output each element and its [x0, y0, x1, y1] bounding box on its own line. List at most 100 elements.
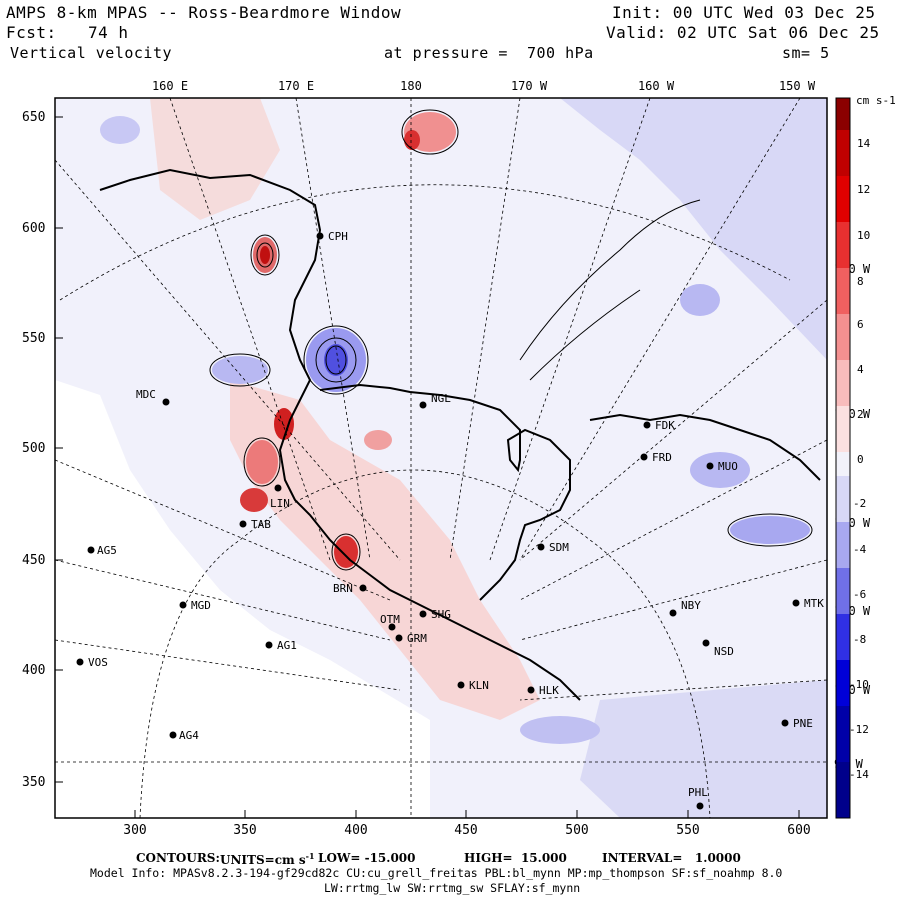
svg-text:SDM: SDM — [549, 541, 569, 554]
contour-lines — [209, 109, 813, 571]
station-tab: TAB — [239, 518, 271, 531]
x-tick-label: 500 — [565, 823, 588, 838]
svg-text:OTM: OTM — [380, 613, 400, 626]
svg-text:MUO: MUO — [718, 460, 738, 473]
svg-text:-14: -14 — [849, 768, 869, 781]
svg-text:-8: -8 — [853, 633, 866, 646]
station-ag5: AG5 — [87, 544, 117, 557]
svg-text:6: 6 — [857, 318, 864, 331]
station-sdm: SDM — [537, 541, 569, 554]
map-title: AMPS 8-km MPAS -- Ross-Beardmore Window — [6, 3, 402, 22]
svg-text:cm s-1: cm s-1 — [856, 94, 896, 107]
svg-text:12: 12 — [857, 183, 870, 196]
weak-ascent-coast — [230, 380, 540, 720]
descent-blob — [680, 284, 720, 316]
svg-text:NBY: NBY — [681, 599, 701, 612]
svg-text:8: 8 — [857, 275, 864, 288]
bottom-ticks — [134, 810, 800, 818]
svg-text:10: 10 — [857, 229, 870, 242]
station-fdk: FDK — [643, 419, 675, 432]
svg-text:BRN: BRN — [333, 582, 353, 595]
station-otm: OTM — [380, 613, 400, 631]
descent-blob — [212, 356, 268, 384]
y-tick-label: 550 — [22, 331, 45, 346]
svg-text:-12: -12 — [849, 723, 869, 736]
svg-text:LIN: LIN — [270, 497, 290, 510]
svg-text:2: 2 — [857, 408, 864, 421]
station-muo: MUO — [706, 460, 738, 473]
y-tick-label: 650 — [22, 110, 45, 125]
station-grm: GRM — [395, 632, 427, 645]
x-tick-label: 350 — [233, 823, 256, 838]
svg-text:KLN: KLN — [469, 679, 489, 692]
model-info: Model Info: MPASv8.2.3-194-gf29cd82c CU:… — [90, 866, 783, 880]
svg-text:-10: -10 — [849, 678, 869, 691]
left-ticks — [55, 116, 63, 783]
svg-text:GRM: GRM — [407, 632, 427, 645]
svg-text:PHL: PHL — [688, 786, 708, 799]
top-longitude-labels: 160 E 170 E 180 170 W 160 W 150 W — [152, 79, 816, 93]
map-plot-area — [55, 98, 827, 818]
y-tick-label: 350 — [22, 775, 45, 790]
ascent-core — [334, 536, 358, 568]
model-info-2: LW:rrtmg_lw SW:rrtmg_sw SFLAY:sf_mynn — [324, 881, 581, 895]
station-vos: VOS — [76, 656, 108, 669]
station-mtk: MTK — [792, 597, 824, 610]
pressure-level: at pressure = 700 hPa — [384, 44, 594, 62]
station-lin: LIN — [270, 484, 290, 510]
x-tick-label: 300 — [123, 823, 146, 838]
svg-text:HLK: HLK — [539, 684, 559, 697]
station-brn: BRN — [333, 582, 367, 595]
svg-text:CPH: CPH — [328, 230, 348, 243]
x-tick-label: 400 — [344, 823, 367, 838]
contour-high: HIGH= 15.000 — [464, 851, 567, 865]
contour-low: LOW= -15.000 — [318, 851, 416, 865]
field-name: Vertical velocity — [10, 44, 173, 62]
coastline — [99, 168, 821, 701]
svg-text:NSD: NSD — [714, 645, 734, 658]
left-axis-labels: 650 600 550 500 450 400 350 — [22, 110, 45, 790]
svg-text:-2: -2 — [853, 497, 866, 510]
svg-text:TAB: TAB — [251, 518, 271, 531]
station-phl: PHL — [688, 786, 708, 810]
x-tick-label: 600 — [787, 823, 810, 838]
svg-text:4: 4 — [857, 363, 864, 376]
station-nsd: NSD — [702, 639, 734, 658]
colorbar — [835, 97, 851, 819]
y-tick-label: 400 — [22, 663, 45, 678]
ascent-core — [404, 130, 420, 150]
weak-subsidence-south — [580, 680, 827, 818]
contours-label: CONTOURS: — [136, 851, 220, 865]
valid-time: Valid: 02 UTC Sat 06 Dec 25 — [606, 23, 880, 42]
descent-blob — [100, 116, 140, 144]
ascent-core — [274, 408, 294, 440]
svg-text:MDC: MDC — [136, 388, 156, 401]
lon-label: 150 W — [779, 79, 816, 93]
station-ag4: AG4 — [169, 729, 199, 742]
svg-text:AG1: AG1 — [277, 639, 297, 652]
graticule — [55, 98, 827, 818]
lon-label: 160 E — [152, 79, 188, 93]
lon-label: 170 E — [278, 79, 314, 93]
bottom-axis-labels: 300 350 400 450 500 550 600 — [123, 823, 810, 838]
station-nby: NBY — [669, 599, 701, 617]
svg-text:PNE: PNE — [793, 717, 813, 730]
svg-text:MTK: MTK — [804, 597, 824, 610]
svg-text:AG4: AG4 — [179, 729, 199, 742]
stations: CPH MDC NGL FDK FRD MUO LIN TAB AG5 SDM … — [76, 230, 824, 810]
svg-text:NGL: NGL — [431, 392, 451, 405]
station-ngl: NGL — [419, 392, 451, 409]
svg-text:FDK: FDK — [655, 419, 675, 432]
svg-text:MGD: MGD — [191, 599, 211, 612]
y-tick-label: 450 — [22, 553, 45, 568]
svg-text:SHG: SHG — [431, 608, 451, 621]
svg-text:FRD: FRD — [652, 451, 672, 464]
station-cph: CPH — [316, 230, 348, 243]
ascent-blob — [246, 440, 278, 484]
ascent-core — [260, 246, 270, 264]
svg-text:VOS: VOS — [88, 656, 108, 669]
x-tick-label: 450 — [454, 823, 477, 838]
descent-blob — [690, 452, 750, 488]
lon-label: 180 — [400, 79, 422, 93]
station-kln: KLN — [457, 679, 489, 692]
